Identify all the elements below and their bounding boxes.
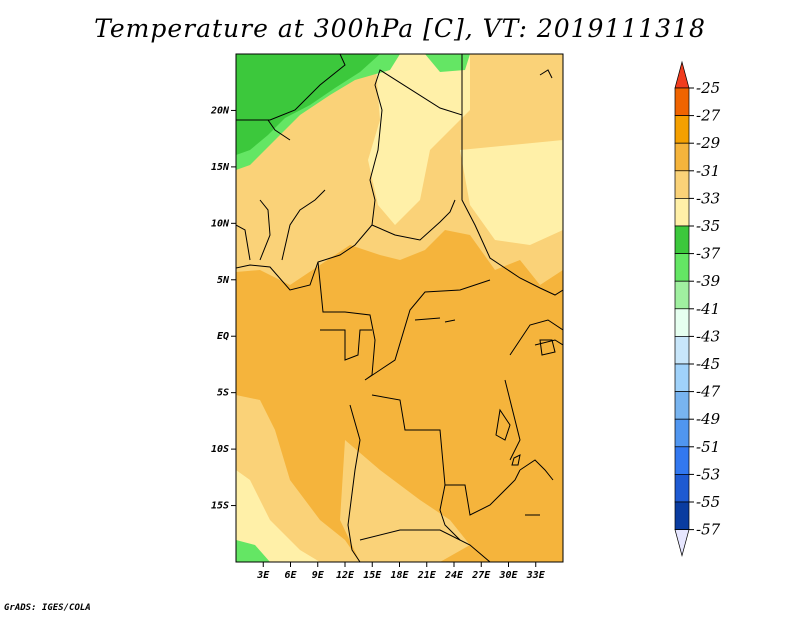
lat-tick-label: 15S	[211, 501, 229, 512]
lon-tick-label: 30E	[498, 570, 518, 581]
colorbar-label: -35	[696, 217, 720, 235]
colorbar-label: -47	[696, 383, 721, 401]
field-green-northwest	[236, 54, 380, 155]
lat-tick-label: 10S	[211, 444, 229, 455]
colorbar-label: -55	[696, 493, 720, 511]
colorbar-swatch	[674, 446, 690, 475]
field-pale-yellow-north	[368, 54, 470, 225]
grads-credit: GrADS: IGES/COLA	[4, 603, 91, 613]
colorbar-swatch	[674, 501, 690, 530]
lon-tick-label: 21E	[417, 570, 437, 581]
field-pale-yellow-southwest	[236, 470, 320, 562]
lat-tick-label: 5N	[217, 275, 230, 286]
colorbar-label: -39	[696, 272, 721, 290]
longitude-axis: 3E 6E 9E 12E 15E 18E 21E 24E 27E 30E 33E	[256, 562, 546, 581]
colorbar-label: -25	[696, 79, 720, 97]
colorbar-label: -53	[696, 465, 720, 483]
colorbar-label: -29	[696, 134, 721, 152]
colorbar: -25 -27 -29 -31 -33 -35 -37 -39 -41 -43 -45 -47 -49 -…	[674, 60, 721, 557]
field-light-green-northeast	[425, 54, 470, 72]
colorbar-swatch	[674, 418, 690, 448]
colorbar-label: -41	[696, 300, 720, 318]
field-pale-yellow-east	[460, 140, 563, 245]
colorbar-top-arrow	[674, 60, 690, 89]
temperature-field	[236, 54, 563, 562]
colorbar-label: -57	[696, 521, 721, 539]
lat-tick-label: 5S	[217, 388, 229, 399]
colorbar-swatch	[674, 391, 690, 420]
colorbar-label: -45	[696, 355, 720, 373]
lat-tick-label: 10N	[211, 218, 230, 229]
field-light-orange-south-center	[340, 440, 470, 562]
lat-tick-label: EQ	[217, 331, 229, 342]
colorbar-bottom-arrow	[674, 529, 690, 557]
lon-tick-label: 3E	[256, 570, 270, 581]
colorbar-label: -51	[696, 438, 720, 456]
colorbar-swatch	[674, 142, 690, 172]
lat-tick-label: 20N	[210, 105, 230, 116]
colorbar-label: -37	[696, 245, 721, 263]
colorbar-label: -27	[696, 107, 721, 125]
colorbar-swatch	[674, 87, 690, 116]
colorbar-swatch	[674, 336, 690, 365]
colorbar-swatch	[674, 474, 690, 503]
map-title: Temperature at 300hPa [C], VT: 201911131…	[94, 14, 706, 43]
colorbar-label: -49	[696, 410, 721, 428]
lon-tick-label: 12E	[336, 570, 355, 581]
lon-tick-label: 27E	[471, 570, 491, 581]
colorbar-label: -31	[696, 162, 720, 180]
colorbar-swatch	[674, 170, 690, 199]
country-borders	[236, 54, 563, 562]
colorbar-swatch	[674, 280, 690, 310]
colorbar-swatch	[674, 225, 690, 254]
lat-tick-label: 15N	[211, 162, 230, 173]
colorbar-label: -43	[696, 327, 720, 345]
lon-tick-label: 33E	[526, 570, 546, 581]
colorbar-swatch	[674, 308, 690, 337]
lon-tick-label: 15E	[363, 570, 382, 581]
colorbar-swatch	[674, 253, 690, 282]
colorbar-label: -33	[696, 189, 720, 207]
lon-tick-label: 9E	[312, 570, 325, 581]
lon-tick-label: 6E	[284, 570, 297, 581]
lon-tick-label: 24E	[444, 570, 464, 581]
latitude-axis: 20N 15N 10N 5N EQ 5S 10S 15S	[210, 105, 236, 512]
colorbar-swatch	[674, 115, 690, 144]
colorbar-swatch	[674, 363, 690, 392]
colorbar-swatch	[674, 198, 690, 227]
lon-tick-label: 18E	[390, 570, 409, 581]
field-green-southwest-corner	[236, 540, 270, 562]
